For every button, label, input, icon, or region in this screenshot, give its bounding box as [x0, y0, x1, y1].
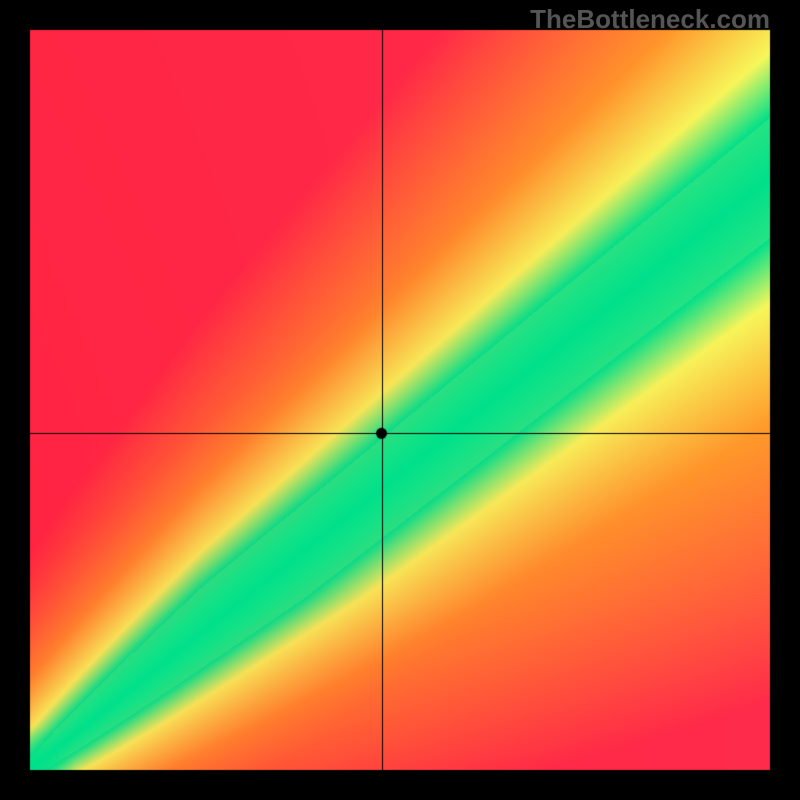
- heatmap-canvas: [0, 0, 800, 800]
- chart-container: TheBottleneck.com: [0, 0, 800, 800]
- watermark-text: TheBottleneck.com: [530, 4, 770, 35]
